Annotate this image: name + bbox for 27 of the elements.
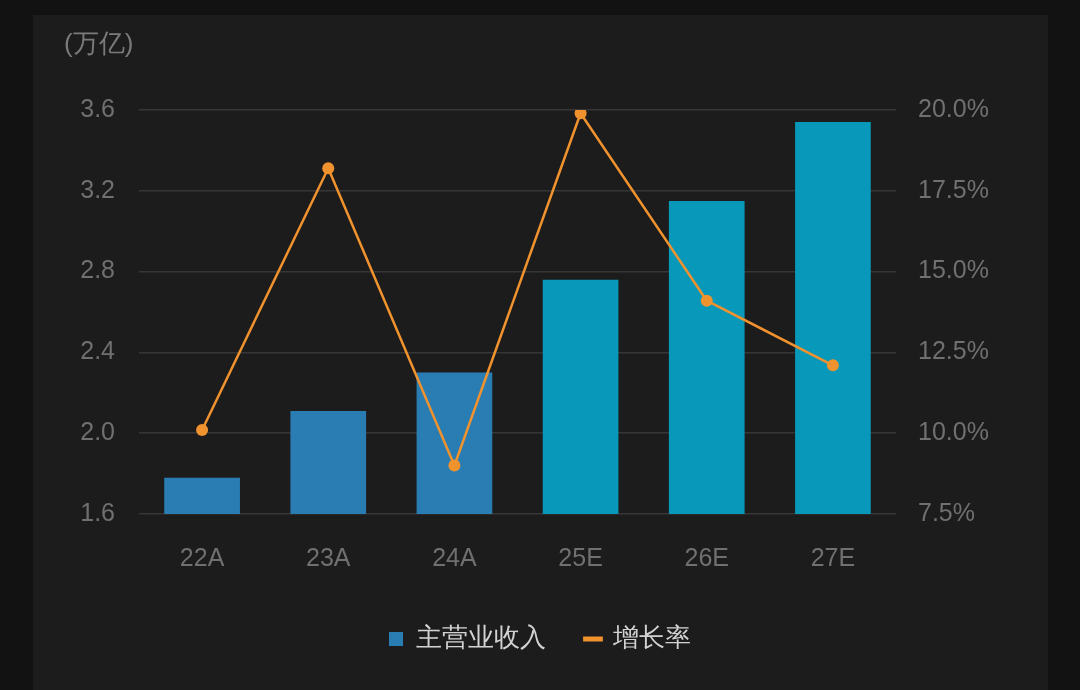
y-tick-label: 3.6 (80, 93, 115, 122)
y-axis-title: (万亿) (64, 28, 134, 59)
y2-tick-label: 10.0% (918, 417, 989, 446)
y2-tick-label: 7.5% (918, 497, 975, 526)
point (322, 162, 335, 175)
x-tick-label: 27E (810, 542, 856, 571)
y-tick-label: 2.8 (80, 255, 115, 284)
y-tick-label: 3.2 (80, 174, 115, 203)
x-tick-label: 22A (179, 542, 225, 571)
legend-label: 增长率 (612, 622, 691, 653)
x-tick-label: 24A (432, 542, 477, 571)
legend-label: 主营业收入 (416, 622, 546, 653)
point (448, 459, 461, 472)
x-tick-label: 23A (306, 542, 351, 571)
y-tick-label: 2.0 (80, 417, 115, 446)
y-tick-label: 2.4 (80, 336, 116, 365)
point (826, 359, 839, 372)
y2-tick-label: 12.5% (918, 336, 989, 365)
y2-tick-label: 15.0% (918, 255, 989, 284)
point (700, 294, 713, 307)
y2-tick-label: 17.5% (918, 174, 989, 203)
y2-tick-label: 20.0% (918, 93, 989, 122)
point (196, 423, 209, 436)
point (574, 110, 587, 120)
y-tick-label: 1.6 (80, 497, 115, 526)
x-tick-label: 26E (684, 542, 729, 571)
x-tick-label: 25E (558, 542, 603, 571)
